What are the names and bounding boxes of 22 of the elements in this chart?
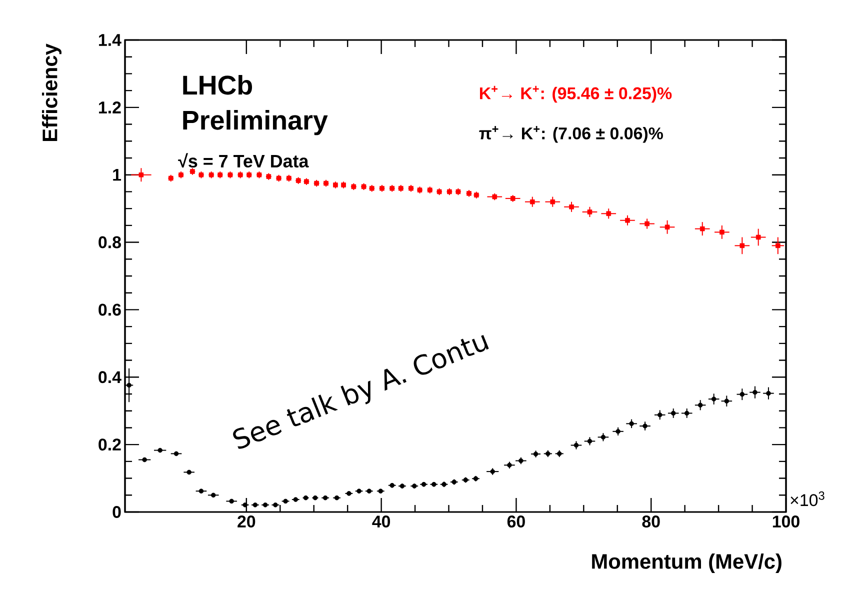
y-tick-label: 0 (112, 506, 121, 518)
x-tick-label: 80 (642, 516, 660, 528)
x-tick-label: 20 (238, 516, 256, 528)
text: ×10$^{3}$ (790, 491, 824, 506)
y-tick-label: 0.2 (98, 438, 121, 451)
x-tick-label: 60 (507, 516, 525, 528)
x-tick-label: 40 (372, 516, 390, 528)
y-tick-label: 1.2 (99, 102, 121, 114)
annotation: LHCb (183, 74, 252, 95)
y-tick-label: 1 (113, 169, 122, 181)
text: K$^{+}$→ K$^{+}$: (95.46 ± 0.25)% (480, 86, 672, 103)
y-tick-label: 0.4 (98, 371, 122, 384)
y-axis-title: Efficiency (42, 44, 62, 141)
y-tick-label: 1.4 (99, 34, 122, 46)
annotation: See talk by A. Contu (233, 335, 489, 449)
annotation: √s = 7 TeV Data (178, 153, 309, 168)
x-tick-label: 100 (772, 516, 800, 528)
text: π$^{+}$→ K$^{+}$: (7.06 ± 0.06)% (479, 126, 663, 143)
y-tick-label: 0.6 (98, 304, 121, 316)
annotation: Preliminary (183, 110, 328, 136)
x-axis-title: Momentum (MeV/c) (592, 554, 782, 574)
y-tick-label: 0.8 (98, 236, 121, 248)
